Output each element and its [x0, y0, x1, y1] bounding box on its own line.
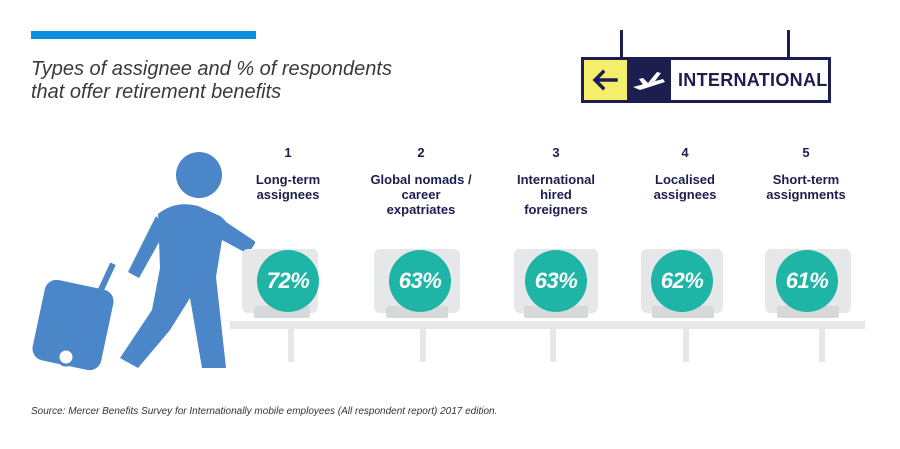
category-label: Global nomads / career expatriates: [370, 172, 472, 217]
value-label-1: 72%: [257, 250, 319, 312]
title-line-1: Types of assignee and % of respondents: [31, 58, 392, 80]
value-label-2: 63%: [389, 250, 451, 312]
international-sign: INTERNATIONAL: [581, 57, 831, 103]
chart-title: Types of assignee and % of respondents t…: [31, 58, 431, 104]
category-2: 2 Global nomads / career expatriates: [356, 145, 486, 217]
category-rank: 2: [417, 145, 425, 160]
category-rank: 3: [552, 145, 560, 160]
category-4: 4 Localised assignees: [620, 145, 750, 202]
category-label: Localised assignees: [653, 172, 717, 202]
left-arrow-icon: [584, 60, 627, 100]
category-label: Short-term assignments: [766, 172, 846, 202]
category-rank: 4: [681, 145, 689, 160]
category-label: International hired foreigners: [516, 172, 595, 217]
value-label-3: 63%: [525, 250, 587, 312]
category-rank: 5: [802, 145, 810, 160]
accent-bar: [31, 31, 256, 39]
category-5: 5 Short-term assignments: [741, 145, 871, 202]
airplane-icon: [627, 60, 671, 100]
category-rank: 1: [284, 145, 292, 160]
category-3: 3 International hired foreigners: [491, 145, 621, 217]
value-label-4: 62%: [651, 250, 713, 312]
sign-post-left: [620, 30, 623, 58]
title-line-2: that offer retirement benefits: [31, 81, 282, 103]
category-1: 1 Long-term assignees: [223, 145, 353, 202]
value-label-5: 61%: [776, 250, 838, 312]
sign-post-right: [787, 30, 790, 58]
traveler-illustration: [32, 152, 255, 371]
category-label: Long-term assignees: [255, 172, 321, 202]
source-note: Source: Mercer Benefits Survey for Inter…: [31, 406, 498, 417]
sign-label: INTERNATIONAL: [678, 70, 828, 90]
